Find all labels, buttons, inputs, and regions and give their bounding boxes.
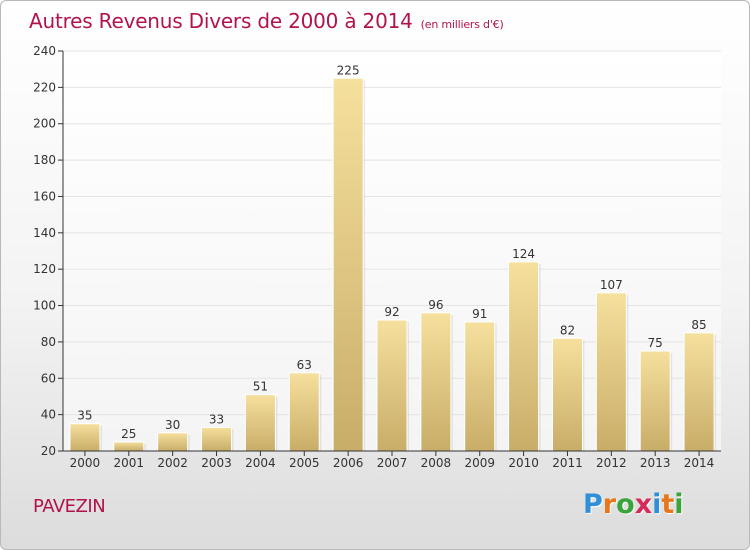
y-tick-label: 160	[33, 189, 56, 203]
data-label: 96	[428, 298, 443, 312]
x-tick-label: 2011	[552, 456, 583, 470]
y-tick-label: 120	[33, 262, 56, 276]
bar	[595, 292, 627, 452]
x-tick-label: 2007	[377, 456, 408, 470]
bar	[288, 372, 320, 452]
logo-letter: o	[616, 489, 635, 520]
proxiti-logo: Proxiti	[583, 489, 684, 520]
x-tick-label: 2009	[464, 456, 495, 470]
logo-letter: t	[661, 489, 675, 520]
y-tick-label: 80	[41, 335, 56, 349]
data-label: 107	[600, 278, 623, 292]
data-label: 124	[512, 247, 535, 261]
logo-letter: r	[602, 489, 617, 520]
data-label: 63	[297, 358, 312, 372]
y-tick-label: 60	[41, 371, 56, 385]
chart-subtitle: (en milliers d'€)	[420, 18, 504, 31]
chart-title-text: Autres Revenus Divers de 2000 à 2014	[29, 9, 413, 33]
data-label: 25	[121, 427, 136, 441]
x-tick-label: 2008	[421, 456, 452, 470]
y-tick-label: 200	[33, 117, 56, 131]
y-tick-label: 180	[33, 153, 56, 167]
data-label: 225	[337, 63, 360, 77]
logo-letter: x	[634, 489, 653, 520]
data-label: 35	[77, 409, 92, 423]
data-label: 33	[209, 412, 224, 426]
logo-letter: P	[583, 489, 603, 520]
chart-title: Autres Revenus Divers de 2000 à 2014 (en …	[29, 9, 504, 33]
y-tick-label: 240	[33, 44, 56, 58]
bar	[683, 332, 715, 452]
x-tick-label: 2006	[333, 456, 364, 470]
y-tick-label: 140	[33, 226, 56, 240]
y-tick-label: 220	[33, 80, 56, 94]
data-label: 75	[648, 336, 663, 350]
bar	[639, 350, 671, 452]
labels: 20 40 60 80 100 120 140 160 180 200 220 240 35 2000 25…	[33, 44, 714, 470]
x-tick-label: 2003	[201, 456, 232, 470]
data-label: 85	[691, 318, 706, 332]
axes	[58, 50, 721, 456]
logo-letter: i	[652, 489, 662, 520]
y-tick-label: 40	[41, 408, 56, 422]
x-tick-label: 2013	[640, 456, 671, 470]
y-tick-label: 20	[41, 444, 56, 458]
bar	[69, 423, 101, 452]
bar	[508, 261, 540, 452]
bars	[69, 77, 717, 452]
place-name: PAVEZIN	[33, 496, 106, 517]
bar	[420, 312, 452, 452]
data-label: 92	[384, 305, 399, 319]
x-tick-label: 2010	[508, 456, 539, 470]
bar	[464, 321, 496, 452]
bar	[551, 337, 583, 452]
data-label: 91	[472, 307, 487, 321]
x-tick-label: 2012	[596, 456, 627, 470]
x-tick-label: 2004	[245, 456, 276, 470]
x-tick-label: 2001	[114, 456, 145, 470]
bar	[201, 426, 233, 452]
data-label: 51	[253, 380, 268, 394]
bar	[376, 319, 408, 452]
y-tick-label: 100	[33, 299, 56, 313]
bar	[157, 432, 189, 452]
x-tick-label: 2002	[157, 456, 188, 470]
data-label: 82	[560, 323, 575, 337]
bar	[113, 441, 145, 452]
x-tick-label: 2000	[70, 456, 101, 470]
bar	[332, 77, 364, 452]
logo-letter: i	[674, 489, 684, 520]
x-tick-label: 2014	[684, 456, 715, 470]
data-label: 30	[165, 418, 180, 432]
bar	[244, 394, 276, 452]
x-tick-label: 2005	[289, 456, 320, 470]
